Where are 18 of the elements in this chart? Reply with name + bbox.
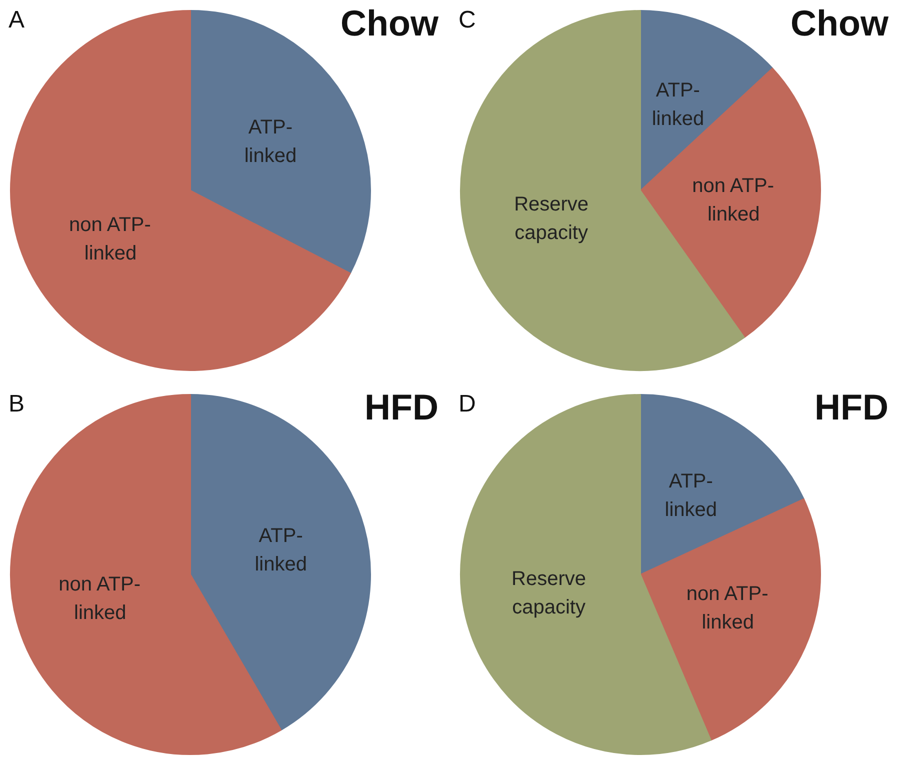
- chart-title: Chow: [340, 2, 440, 44]
- text: D: [458, 390, 476, 418]
- chart-title: HFD: [814, 386, 889, 428]
- text: B: [8, 390, 25, 418]
- slice-label: ATP-linked: [254, 524, 307, 576]
- chart-title: Chow: [790, 2, 890, 44]
- text: C: [458, 6, 476, 34]
- slice-label: non ATP-linked: [686, 582, 768, 634]
- slice-label: non ATP-linked: [58, 574, 141, 624]
- text: A: [8, 6, 25, 34]
- slice-label: non ATP-linked: [692, 174, 774, 226]
- chart-title: HFD: [364, 386, 439, 428]
- slice-label: non ATP-linked: [69, 214, 151, 264]
- slice-label: ATP-linked: [664, 470, 718, 521]
- slice-label: ATP-linked: [652, 79, 704, 130]
- slice-label: ATP-linked: [244, 116, 297, 168]
- slice-label: Reserve capacity: [514, 194, 589, 244]
- slice-label: Reserve capacity: [512, 568, 586, 618]
